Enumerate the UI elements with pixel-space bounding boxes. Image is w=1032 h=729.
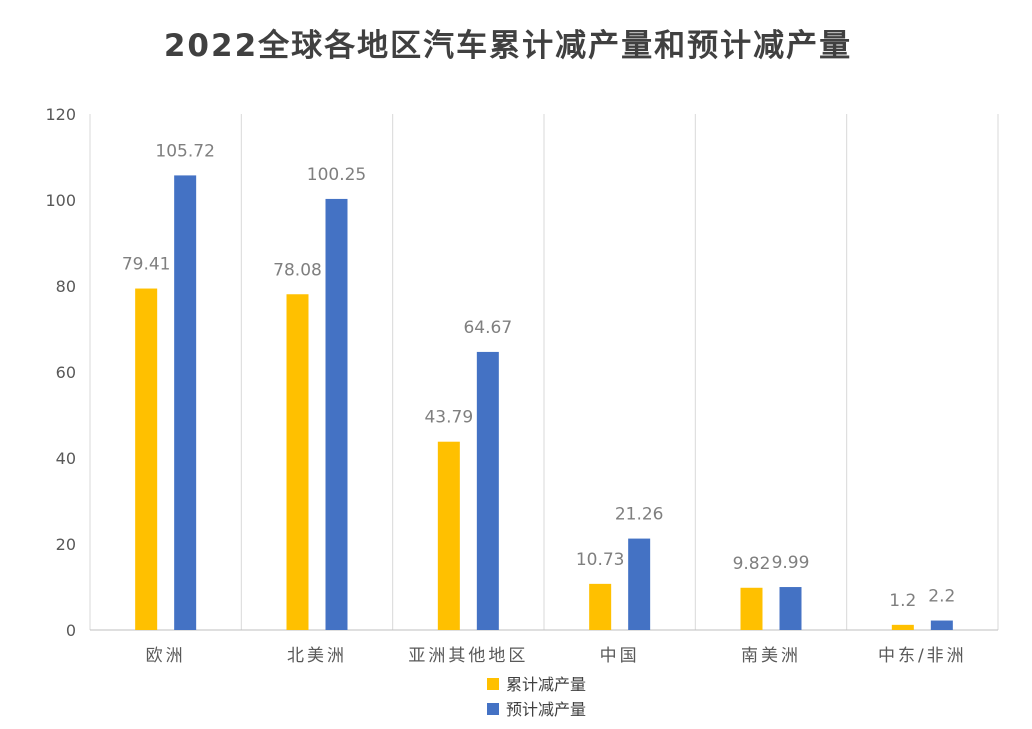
bar [891,624,914,630]
data-label: 21.26 [615,505,664,525]
bar [930,620,953,630]
bar [476,351,499,630]
x-tick-label: 南美洲 [741,646,801,666]
legend-swatch [487,678,499,690]
bar [437,441,460,630]
data-label: 9.82 [733,554,771,574]
data-label: 100.25 [307,165,366,185]
x-tick-label: 中国 [600,646,640,666]
data-labels: 79.41 78.08 43.79 10.73 9.82 1.2 105.72 100.25 6… [122,141,956,610]
bar [135,288,158,630]
y-tick-label: 60 [56,363,76,382]
x-tick-label: 欧洲 [146,646,186,666]
y-tick-label: 20 [56,535,76,554]
bar [325,198,348,631]
data-label: 10.73 [576,550,625,570]
bar [589,583,612,630]
legend-label: 累计减产量 [506,675,586,694]
bar [286,294,309,630]
y-tick-label: 120 [45,105,76,124]
data-label: 9.99 [772,553,810,573]
chart-title: 2022全球各地区汽车累计减产量和预计减产量 [164,28,852,64]
bars [135,175,953,631]
bar [628,538,651,630]
x-tick-label: 中东/非洲 [878,646,967,666]
y-tick-label: 80 [56,277,76,296]
y-tick-label: 40 [56,449,76,468]
legend-label: 预计减产量 [506,700,586,719]
axes: 0 20 40 60 80 100 120 欧洲 北美洲 亚洲其他地区 中国 南美洲 中东/非洲 [45,105,998,666]
data-label: 79.41 [122,255,171,275]
bar [740,587,763,630]
data-label: 1.2 [889,591,916,611]
legend-swatch [487,703,499,715]
y-tick-label: 100 [45,191,76,210]
data-label: 43.79 [424,408,473,428]
bar [174,175,197,631]
data-label: 2.2 [928,587,955,607]
grid-lines [89,114,999,630]
y-tick-label: 0 [66,621,76,640]
x-tick-label: 北美洲 [287,646,347,666]
bar [779,587,802,630]
data-label: 78.08 [273,260,322,280]
data-label: 64.67 [463,318,512,338]
data-label: 105.72 [155,141,214,161]
x-tick-label: 亚洲其他地区 [408,646,528,666]
